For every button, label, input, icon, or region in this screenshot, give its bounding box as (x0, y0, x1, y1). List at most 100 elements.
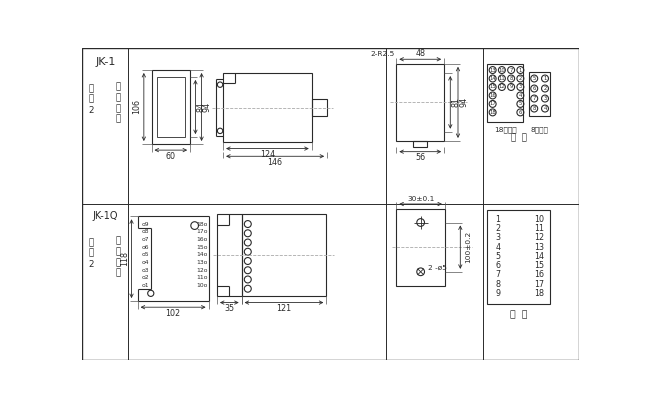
Text: 14: 14 (535, 252, 544, 261)
Text: 4: 4 (519, 93, 522, 98)
Text: 6: 6 (533, 86, 536, 91)
Text: 14o: 14o (197, 252, 208, 257)
Text: 81: 81 (452, 97, 461, 107)
Text: 11: 11 (535, 224, 544, 233)
Text: 板: 板 (116, 82, 121, 91)
Text: o4: o4 (142, 260, 149, 265)
Bar (487, 64, 524, 122)
Text: 11o: 11o (197, 276, 208, 280)
Text: 7: 7 (510, 67, 513, 73)
Text: 6: 6 (495, 261, 501, 270)
Text: 8: 8 (510, 76, 513, 81)
Text: 102: 102 (166, 309, 181, 318)
Text: 118: 118 (120, 251, 129, 266)
Text: 17: 17 (490, 101, 496, 106)
Text: 100±0.2: 100±0.2 (465, 231, 471, 263)
Text: 板: 板 (116, 236, 121, 246)
Text: 17: 17 (535, 280, 544, 288)
Text: 94: 94 (460, 97, 469, 107)
Text: 2 -ø5: 2 -ø5 (428, 265, 447, 271)
Text: 9: 9 (495, 289, 501, 298)
Text: 附: 附 (89, 238, 94, 247)
Bar (529, 72, 550, 116)
Text: 背  视: 背 视 (511, 133, 527, 142)
Text: 18: 18 (490, 110, 496, 115)
Text: o3: o3 (142, 268, 149, 273)
Text: 线: 线 (116, 115, 121, 124)
Text: 106: 106 (132, 99, 141, 114)
Text: 18o: 18o (197, 221, 208, 227)
Text: 1: 1 (543, 76, 547, 81)
Bar (223, 73, 312, 143)
Bar (312, 99, 327, 116)
Text: 16: 16 (490, 93, 496, 98)
Text: 6: 6 (519, 110, 522, 115)
Text: o8: o8 (142, 229, 149, 234)
Bar (487, 210, 550, 304)
Text: 2: 2 (89, 260, 94, 269)
Text: 13: 13 (490, 67, 496, 73)
Text: 10o: 10o (197, 283, 208, 288)
Text: 10: 10 (499, 67, 505, 73)
Text: JK-1: JK-1 (95, 57, 115, 67)
Text: 前: 前 (116, 247, 121, 256)
Text: 5: 5 (495, 252, 501, 261)
Text: 12: 12 (499, 84, 505, 89)
Text: 7: 7 (533, 96, 536, 101)
Text: 7: 7 (495, 270, 501, 279)
Text: 4: 4 (543, 106, 547, 111)
Text: 48: 48 (415, 49, 425, 58)
Text: 146: 146 (268, 158, 283, 167)
Text: 后: 后 (116, 93, 121, 102)
Text: 接: 接 (116, 104, 121, 113)
Text: o7: o7 (141, 237, 149, 242)
Text: 5: 5 (519, 101, 522, 106)
Text: 8: 8 (495, 280, 501, 288)
Text: 4: 4 (495, 243, 501, 252)
Text: 2-R2.5: 2-R2.5 (371, 51, 395, 57)
Text: 线: 线 (116, 269, 121, 278)
Text: 121: 121 (277, 304, 292, 313)
Text: 35: 35 (224, 304, 234, 313)
Text: 正  视: 正 视 (510, 310, 528, 320)
Text: JK-1Q: JK-1Q (93, 211, 118, 221)
Text: 12o: 12o (197, 268, 208, 273)
Bar (217, 214, 242, 297)
Text: 附: 附 (89, 84, 94, 93)
Text: 15o: 15o (197, 245, 208, 250)
Text: 9: 9 (510, 84, 513, 89)
Text: o2: o2 (141, 276, 149, 280)
Text: 图: 图 (89, 95, 94, 104)
Text: o6: o6 (142, 245, 149, 250)
Text: 2: 2 (495, 224, 501, 233)
Text: o9: o9 (142, 221, 149, 227)
Text: 16o: 16o (197, 237, 208, 242)
Text: 3: 3 (543, 96, 546, 101)
Text: 13o: 13o (197, 260, 208, 265)
Bar (397, 64, 444, 141)
Bar (397, 208, 445, 286)
Text: 56: 56 (415, 154, 425, 162)
Text: 13: 13 (535, 243, 544, 252)
Text: 16: 16 (535, 270, 544, 279)
Text: 1: 1 (519, 67, 522, 73)
Text: 124: 124 (260, 150, 275, 159)
Text: 10: 10 (535, 215, 544, 224)
Text: 18点端子: 18点端子 (494, 126, 517, 133)
Text: 8: 8 (533, 106, 536, 111)
Bar (152, 70, 190, 144)
Text: 图: 图 (89, 249, 94, 258)
Text: 1: 1 (495, 215, 501, 224)
Text: 3: 3 (519, 84, 522, 89)
Text: 94: 94 (203, 102, 212, 112)
Bar (157, 77, 184, 137)
Text: 2: 2 (519, 76, 522, 81)
Text: o1: o1 (141, 283, 149, 288)
Text: 15: 15 (535, 261, 544, 270)
Text: 2: 2 (543, 86, 547, 91)
Text: 3: 3 (495, 234, 501, 242)
Text: 8点端子: 8点端子 (531, 126, 548, 133)
Text: 17o: 17o (197, 229, 208, 234)
Text: 18: 18 (535, 289, 544, 298)
Text: 30±0.1: 30±0.1 (407, 196, 434, 202)
